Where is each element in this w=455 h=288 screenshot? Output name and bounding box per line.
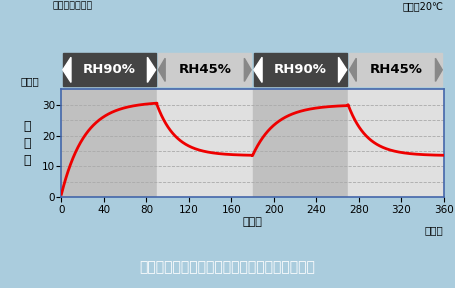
Text: （％）: （％） [20, 76, 39, 86]
Bar [61, 89, 157, 197]
Text: RH90%: RH90% [274, 63, 327, 76]
Text: RH45%: RH45% [178, 63, 231, 76]
Text: （分）: （分） [425, 226, 444, 235]
Text: 時　間: 時 間 [243, 217, 263, 227]
Bar [253, 89, 348, 197]
Text: 湿気を吸収し結露による回路のショートを防止: 湿気を吸収し結露による回路のショートを防止 [140, 260, 315, 274]
Text: 湿: 湿 [24, 137, 31, 150]
Text: 調湿素材です。: 調湿素材です。 [52, 1, 92, 10]
Text: 吸: 吸 [24, 120, 31, 132]
Bar [348, 89, 444, 197]
Text: RH45%: RH45% [369, 63, 422, 76]
Text: 率: 率 [24, 154, 31, 167]
Bar [157, 89, 253, 197]
Text: 温度：20℃: 温度：20℃ [403, 1, 444, 11]
Text: RH90%: RH90% [83, 63, 136, 76]
